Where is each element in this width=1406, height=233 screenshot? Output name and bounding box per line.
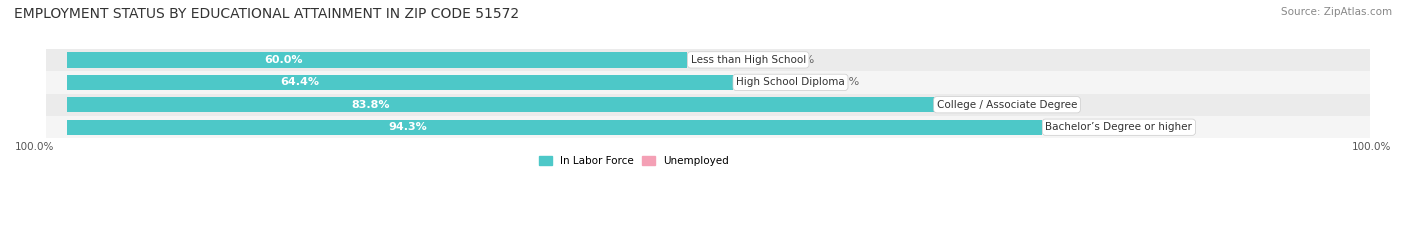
Text: College / Associate Degree: College / Associate Degree	[936, 100, 1077, 110]
Text: 60.0%: 60.0%	[264, 55, 304, 65]
Text: Source: ZipAtlas.com: Source: ZipAtlas.com	[1281, 7, 1392, 17]
Legend: In Labor Force, Unemployed: In Labor Force, Unemployed	[536, 152, 733, 170]
Bar	[1047, 120, 1130, 135]
Text: 0.0%: 0.0%	[1140, 122, 1168, 132]
Text: 64.4%: 64.4%	[280, 77, 319, 87]
Text: EMPLOYMENT STATUS BY EDUCATIONAL ATTAINMENT IN ZIP CODE 51572: EMPLOYMENT STATUS BY EDUCATIONAL ATTAINM…	[14, 7, 519, 21]
Bar	[66, 120, 1042, 135]
Text: 0.0%: 0.0%	[786, 55, 814, 65]
Text: 83.8%: 83.8%	[352, 100, 389, 110]
Text: 94.3%: 94.3%	[389, 122, 427, 132]
Bar	[66, 75, 733, 90]
Text: 100.0%: 100.0%	[1351, 142, 1391, 152]
Bar	[939, 97, 1022, 112]
Text: 0.0%: 0.0%	[1032, 100, 1060, 110]
Text: 100.0%: 100.0%	[15, 142, 55, 152]
Bar	[738, 75, 821, 90]
Bar	[66, 97, 934, 112]
Text: Less than High School: Less than High School	[690, 55, 806, 65]
Bar	[46, 71, 1371, 93]
Text: Bachelor’s Degree or higher: Bachelor’s Degree or higher	[1046, 122, 1192, 132]
Bar	[46, 93, 1371, 116]
Text: High School Diploma: High School Diploma	[737, 77, 845, 87]
Bar	[693, 52, 776, 68]
Bar	[66, 52, 688, 68]
Bar	[46, 49, 1371, 71]
Text: 0.0%: 0.0%	[831, 77, 859, 87]
Bar	[46, 116, 1371, 138]
